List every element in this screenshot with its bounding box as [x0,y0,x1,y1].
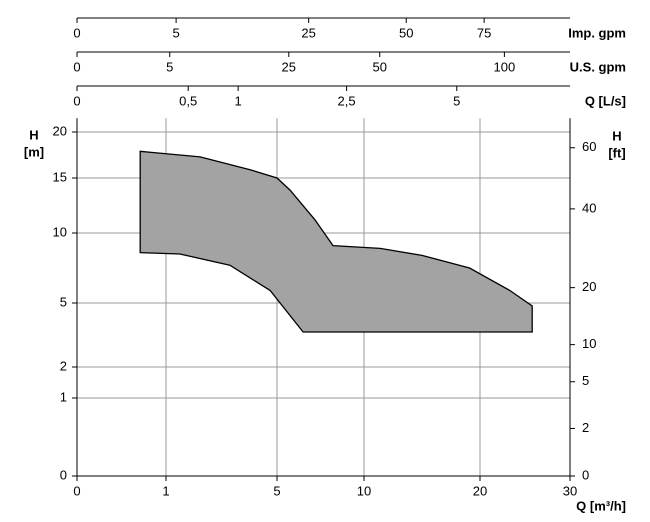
y-tick-label: 1 [60,389,67,404]
x-tick-label: 20 [473,483,487,498]
y-tick-label: 5 [60,294,67,309]
top-tick-label: 1 [235,93,242,108]
top-tick-label: 2,5 [338,93,356,108]
top-axis-label: Imp. gpm [568,25,626,40]
y2-tick-label: 60 [582,139,596,154]
top-axis-label: Q [L/s] [585,93,626,108]
y2-tick-label: 10 [582,336,596,351]
y2-tick-label: 2 [582,420,589,435]
top-tick-label: 5 [172,25,179,40]
y2-tick-label: 40 [582,200,596,215]
x-tick-label: 5 [273,483,280,498]
top-tick-label: 0,5 [179,93,197,108]
y-axis-label: H [29,127,38,142]
top-tick-label: 5 [166,59,173,74]
top-tick-label: 75 [477,25,491,40]
y2-tick-label: 0 [582,467,589,482]
y-tick-label: 2 [60,358,67,373]
x-tick-label: 1 [162,483,169,498]
top-tick-label: 0 [73,25,80,40]
top-tick-label: 0 [73,59,80,74]
y2-tick-label: 5 [582,373,589,388]
top-tick-label: 5 [453,93,460,108]
top-tick-label: 25 [301,25,315,40]
x-tick-label: 10 [357,483,371,498]
y2-tick-label: 20 [582,279,596,294]
top-tick-label: 25 [282,59,296,74]
x-tick-label: 30 [563,483,577,498]
top-tick-label: 100 [494,59,516,74]
y2-axis-label: H [612,128,621,143]
x-tick-label: 0 [73,483,80,498]
operating-area [139,150,533,333]
y2-axis-unit: [ft] [608,145,625,160]
top-tick-label: 50 [372,59,386,74]
y-tick-label: 15 [53,169,67,184]
y-axis-unit: [m] [24,144,44,159]
y-tick-label: 0 [60,467,67,482]
x-axis-label: Q [m³/h] [576,498,626,513]
top-axis-label: U.S. gpm [570,59,626,74]
top-tick-label: 50 [399,25,413,40]
y-tick-label: 20 [53,123,67,138]
top-tick-label: 0 [73,93,80,108]
y-tick-label: 10 [53,224,67,239]
